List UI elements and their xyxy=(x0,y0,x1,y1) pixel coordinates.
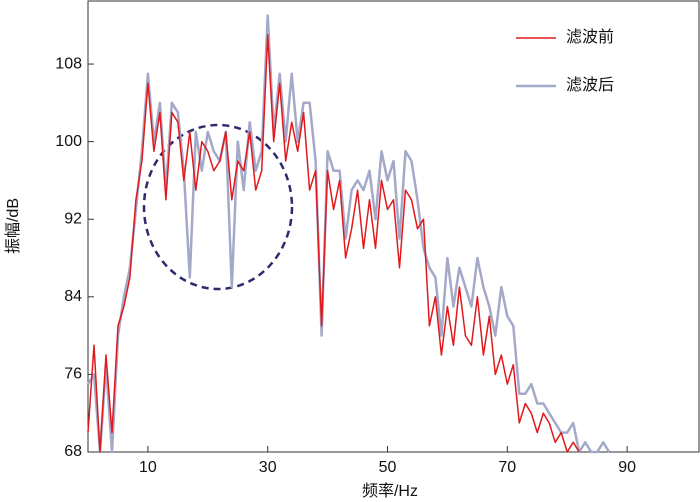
x-tick-label: 70 xyxy=(498,459,516,476)
x-tick-label: 30 xyxy=(259,459,277,476)
x-tick-label: 50 xyxy=(379,459,397,476)
highlight-circle xyxy=(142,123,294,291)
data-line xyxy=(87,34,580,453)
plot-frame xyxy=(87,0,700,453)
y-tick-label: 84 xyxy=(64,288,82,305)
data-line xyxy=(86,14,611,454)
y-tick-label: 76 xyxy=(64,366,82,383)
y-tick-label: 100 xyxy=(55,133,82,150)
y-tick-label: 92 xyxy=(64,210,82,227)
x-tick-label: 90 xyxy=(618,459,636,476)
y-tick-label: 68 xyxy=(64,443,82,460)
x-tick-label: 10 xyxy=(139,459,157,476)
x-axis-label: 频率/Hz xyxy=(362,482,418,500)
y-tick-label: 108 xyxy=(55,55,82,72)
legend-label: 滤波后 xyxy=(566,76,614,94)
legend-label: 滤波前 xyxy=(566,28,614,46)
y-axis-label: 振幅/dB xyxy=(4,198,22,254)
